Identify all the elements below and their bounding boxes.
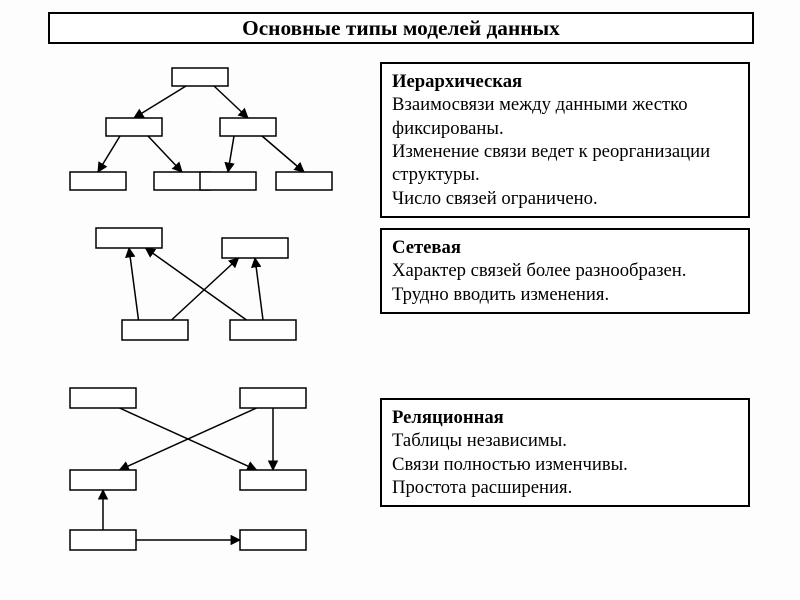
relational-line-2: Связи полностью изменчивы.: [392, 454, 628, 475]
diagram-edge: [172, 258, 239, 320]
diagram-edge: [255, 258, 263, 320]
network-title: Сетевая: [392, 237, 461, 258]
diagram-node: [240, 470, 306, 490]
diagram-node: [240, 530, 306, 550]
relational-line-1: Таблицы независимы.: [392, 430, 567, 451]
diagram-node: [122, 320, 188, 340]
hierarchical-description: Иерархическая Взаимосвязи между данными …: [380, 62, 750, 218]
diagram-edge: [98, 136, 120, 172]
diagram-node: [240, 388, 306, 408]
diagram-node: [70, 530, 136, 550]
diagram-node: [172, 68, 228, 86]
diagram-edge: [134, 86, 186, 118]
diagram-edge: [129, 248, 139, 320]
network-line-2: Трудно вводить изменения.: [392, 284, 609, 305]
page-title: Основные типы моделей данных: [48, 12, 754, 44]
hierarchical-title: Иерархическая: [392, 71, 522, 92]
diagram-node: [220, 118, 276, 136]
relational-title: Реляционная: [392, 407, 504, 428]
diagram-edge: [214, 86, 248, 118]
network-line-1: Характер связей более разнообразен.: [392, 260, 686, 281]
relational-line-3: Простота расширения.: [392, 477, 572, 498]
relational-diagram: [50, 380, 350, 560]
diagram-edge: [148, 136, 182, 172]
diagram-node: [70, 470, 136, 490]
network-diagram: [50, 220, 350, 360]
diagram-node: [70, 172, 126, 190]
page: Основные типы моделей данных Иерархическ…: [0, 0, 800, 600]
network-description: Сетевая Характер связей более разнообраз…: [380, 228, 750, 314]
hierarchical-diagram: [50, 60, 350, 200]
diagram-node: [222, 238, 288, 258]
diagram-edge: [262, 136, 304, 172]
diagram-node: [200, 172, 256, 190]
diagram-node: [96, 228, 162, 248]
relational-description: Реляционная Таблицы независимы. Связи по…: [380, 398, 750, 507]
diagram-node: [70, 388, 136, 408]
diagram-node: [230, 320, 296, 340]
hierarchical-line-2: Изменение связи ведет к реорганизации ст…: [392, 141, 710, 185]
diagram-node: [106, 118, 162, 136]
diagram-edge: [228, 136, 234, 172]
hierarchical-line-1: Взаимосвязи между данными жестко фиксиро…: [392, 94, 688, 138]
diagram-node: [276, 172, 332, 190]
hierarchical-line-3: Число связей ограничено.: [392, 188, 598, 209]
diagram-edge: [146, 248, 247, 320]
